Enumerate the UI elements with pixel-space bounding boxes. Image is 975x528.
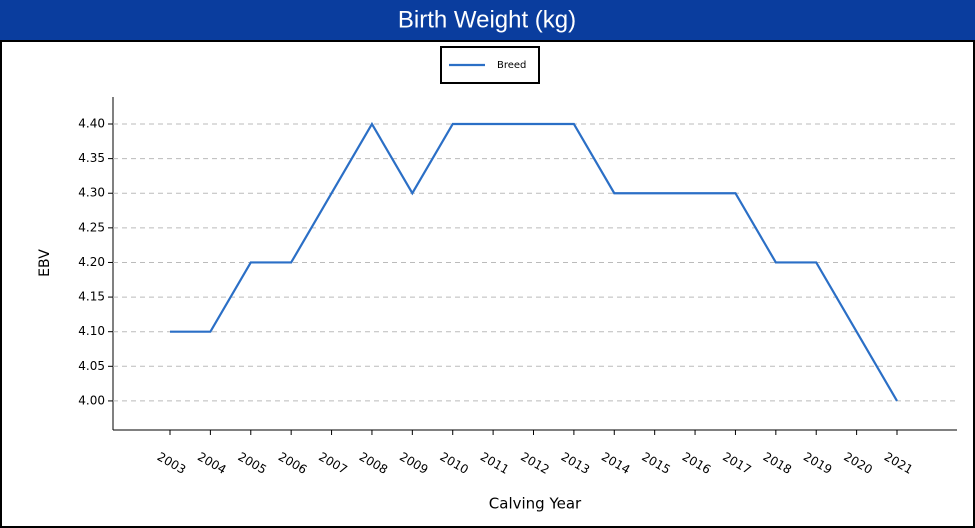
x-tick-label: 2003 — [155, 450, 188, 477]
legend-label: Breed — [497, 60, 526, 71]
x-tick-label: 2021 — [882, 450, 915, 477]
x-tick-label: 2004 — [195, 450, 228, 477]
x-tick-label: 2010 — [437, 450, 470, 477]
x-tick-label: 2019 — [801, 450, 834, 477]
chart-title: Birth Weight (kg) — [398, 6, 576, 33]
y-tick-label: 4.00 — [78, 393, 105, 407]
x-tick-label: 2018 — [761, 450, 794, 477]
header-bar — [0, 0, 975, 40]
x-tick-label: 2006 — [276, 450, 309, 477]
y-tick-label: 4.10 — [78, 324, 105, 338]
x-tick-label: 2005 — [236, 450, 269, 477]
x-tick-label: 2009 — [397, 450, 430, 477]
x-tick-label: 2013 — [559, 450, 592, 477]
x-tick-label: 2011 — [478, 450, 511, 477]
y-tick-label: 4.35 — [78, 151, 105, 165]
y-tick-label: 4.25 — [78, 220, 105, 234]
line-series — [170, 121, 898, 402]
x-tick-label: 2017 — [720, 450, 753, 477]
frame — [0, 40, 975, 528]
x-tick-label: 2020 — [841, 450, 874, 477]
y-tick-label: 4.30 — [78, 186, 105, 200]
y-tick-label: 4.20 — [78, 255, 105, 269]
x-axis-label: Calving Year — [489, 495, 582, 513]
x-tick-label: 2015 — [639, 450, 672, 477]
x-tick-label: 2007 — [316, 450, 349, 477]
x-tick-label: 2014 — [599, 450, 632, 477]
x-tick-label: 2012 — [518, 450, 551, 477]
y-tick-label: 4.40 — [78, 117, 105, 131]
x-tick-label: 2016 — [680, 450, 713, 477]
x-tick-label: 2008 — [357, 450, 390, 477]
y-tick-label: 4.05 — [78, 359, 105, 373]
y-axis-label: EBV — [37, 249, 53, 277]
y-tick-label: 4.15 — [78, 290, 105, 304]
